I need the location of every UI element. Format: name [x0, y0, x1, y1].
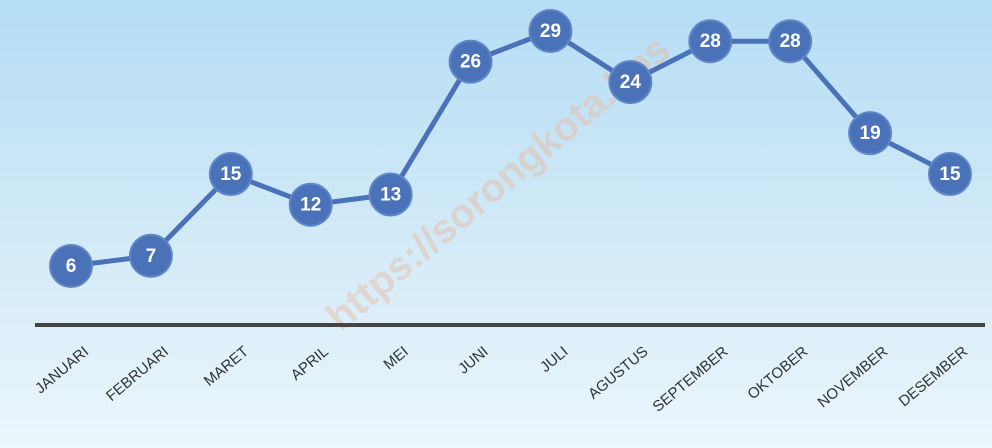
data-label: 15: [939, 164, 961, 185]
data-label: 24: [620, 72, 642, 93]
data-label: 26: [460, 52, 481, 73]
marker: [928, 152, 972, 197]
marker: [208, 152, 253, 197]
data-label: 7: [146, 246, 157, 267]
data-label: 12: [300, 195, 321, 216]
data-label: 15: [220, 164, 242, 185]
data-label: 13: [380, 184, 401, 205]
marker: [528, 9, 573, 53]
marker: [49, 244, 93, 288]
marker: [128, 233, 173, 278]
data-label: 19: [860, 123, 881, 144]
data-label: 28: [700, 31, 721, 52]
data-label: 29: [540, 21, 561, 42]
data-label: 28: [780, 31, 801, 52]
marker: [448, 39, 493, 84]
marker: [768, 19, 813, 64]
marker: [608, 60, 653, 105]
marker: [288, 182, 333, 227]
marker: [688, 19, 733, 64]
data-label: 6: [66, 256, 77, 277]
marker: [368, 172, 413, 217]
marker: [848, 111, 893, 156]
